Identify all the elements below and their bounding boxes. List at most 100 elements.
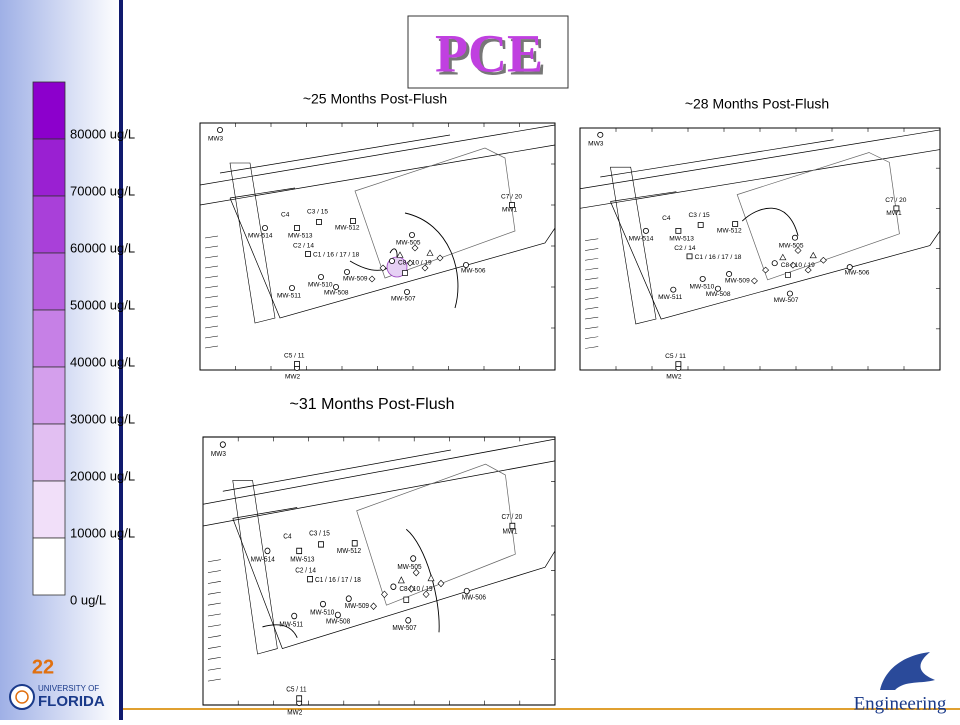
well-marker: [296, 695, 303, 702]
hatch: [585, 346, 599, 349]
well-marker: [726, 271, 733, 277]
well-marker: [350, 218, 356, 224]
well-marker: [264, 547, 271, 555]
legend-label: 70000 ug/L: [70, 183, 135, 198]
well-marker: [291, 612, 298, 620]
hatch: [207, 591, 221, 595]
well-marker: [786, 290, 793, 297]
well-label: MW-512: [337, 548, 361, 555]
sample-diamond: [436, 254, 444, 262]
panel-title: ~25 Months Post-Flush: [303, 91, 447, 107]
well-marker: [219, 441, 226, 448]
sample-diamond: [789, 261, 797, 269]
well-label: C8 / 10 / 19: [398, 260, 432, 267]
well-label: MW-508: [326, 618, 350, 625]
well-label: C3 / 15: [689, 212, 711, 219]
map-frame: [202, 436, 556, 706]
well-marker: [699, 275, 706, 282]
well-label: MW-512: [335, 225, 360, 232]
page-number: 22: [32, 656, 54, 678]
well-label: C4: [662, 215, 671, 222]
roads: [199, 124, 556, 206]
well-marker: [216, 127, 223, 133]
legend-label: 60000 ug/L: [70, 240, 135, 255]
well-label: MW-507: [391, 296, 416, 303]
legend-label: 30000 ug/L: [70, 411, 135, 426]
well-label: C3 / 15: [307, 209, 328, 216]
plume-contour: [741, 207, 799, 236]
legend-label: 20000 ug/L: [70, 468, 135, 483]
uf-line2: FLORIDA: [38, 693, 105, 710]
sample-square: [403, 596, 410, 603]
hatch: [585, 326, 599, 330]
well-label: MW-511: [277, 293, 301, 300]
legend-label: 40000 ug/L: [70, 354, 135, 369]
sample-triangle: [397, 576, 405, 584]
hatch: [207, 602, 221, 606]
building: [354, 147, 516, 279]
well-marker: [390, 583, 397, 590]
sample-diamond: [381, 590, 388, 599]
well-label: C2 / 14: [674, 245, 696, 252]
sample-diamond: [819, 256, 827, 264]
well-label: MW-512: [717, 228, 742, 235]
well-marker: [296, 547, 303, 555]
well-label: MW-506: [461, 268, 486, 275]
hatch: [207, 613, 221, 617]
sample-triangle: [809, 251, 817, 259]
well-label: C4: [281, 212, 290, 219]
sample-square: [402, 270, 408, 276]
hatch: [585, 316, 599, 320]
well-marker: [509, 202, 515, 208]
hatch: [585, 336, 599, 339]
well-label: C2 / 14: [293, 243, 314, 250]
hatch: [585, 248, 599, 251]
well-marker: [410, 555, 417, 562]
well-marker: [307, 575, 313, 583]
hatch: [207, 635, 221, 638]
lot-outline: [232, 507, 556, 650]
well-marker: [463, 587, 470, 595]
lot-outline: [610, 191, 941, 320]
well-label: C7 / 20: [501, 514, 522, 521]
sample-diamond: [379, 264, 387, 272]
site-map: MW3 MW2 C5 / 11 C7 / 20 MW1 C4 MW-514 C3 / 15 MW…: [202, 436, 556, 717]
well-marker: [791, 234, 799, 241]
legend-swatch: [32, 423, 66, 482]
well-label: C8 / 10 / 19: [399, 586, 433, 593]
legend-swatch: [32, 138, 66, 197]
side-strip: [232, 480, 278, 655]
hatch: [204, 275, 219, 279]
hatch: [204, 265, 219, 269]
well-marker: [343, 268, 350, 275]
well-marker: [345, 595, 352, 602]
well-label: MW-505: [779, 242, 804, 249]
well-label: MW-508: [324, 290, 349, 297]
well-marker: [509, 522, 516, 530]
well-marker: [642, 227, 649, 234]
side-strip: [610, 166, 657, 325]
well-label: MW-511: [279, 621, 303, 628]
well-label: C7 / 20: [501, 194, 522, 201]
well-marker: [846, 264, 853, 271]
well-marker: [697, 222, 704, 228]
hatch: [204, 335, 219, 339]
well-label: MW-505: [396, 240, 421, 247]
well-marker: [597, 131, 604, 138]
well-label: C5 / 11: [286, 686, 307, 693]
hatch: [204, 315, 219, 319]
panel-title: ~28 Months Post-Flush: [685, 96, 829, 112]
hatch: [585, 277, 599, 281]
well-label: MW-514: [251, 556, 275, 563]
well-label: MW1: [502, 528, 517, 535]
legend-swatch: [32, 252, 66, 311]
sidebar-rule: [119, 0, 123, 720]
well-marker: [318, 541, 324, 548]
well-label: MW-506: [845, 270, 870, 277]
well-marker: [289, 284, 296, 291]
sample-triangle: [427, 574, 435, 582]
hatch: [207, 646, 221, 649]
sample-diamond: [762, 266, 770, 274]
well-label: C1 / 16 / 17 / 18: [313, 252, 360, 259]
